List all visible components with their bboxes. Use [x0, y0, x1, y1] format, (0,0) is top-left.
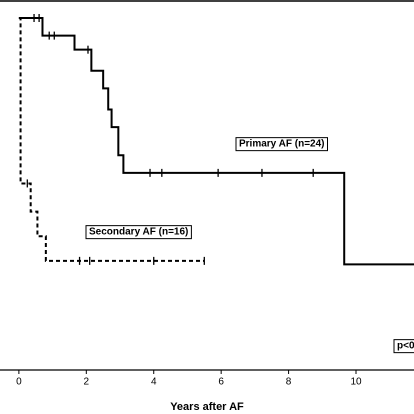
x-tick-label: 6 [218, 377, 224, 388]
annotation: p<0 [397, 341, 414, 352]
x-tick-label: 0 [16, 377, 22, 388]
legend-label: Primary AF (n=24) [239, 139, 325, 150]
legend-label: Secondary AF (n=16) [89, 227, 188, 238]
x-tick-label: 8 [286, 377, 292, 388]
legend-label-box [85, 225, 192, 240]
survival-curve [18, 17, 414, 266]
survival-curve [18, 17, 205, 262]
x-tick-label: 10 [350, 377, 362, 388]
x-tick-label: 4 [151, 377, 157, 388]
legend-label-box [235, 137, 328, 152]
annotation-box [393, 339, 414, 354]
x-tick-label: 2 [84, 377, 90, 388]
x-axis-label: Years after AF [170, 401, 244, 413]
